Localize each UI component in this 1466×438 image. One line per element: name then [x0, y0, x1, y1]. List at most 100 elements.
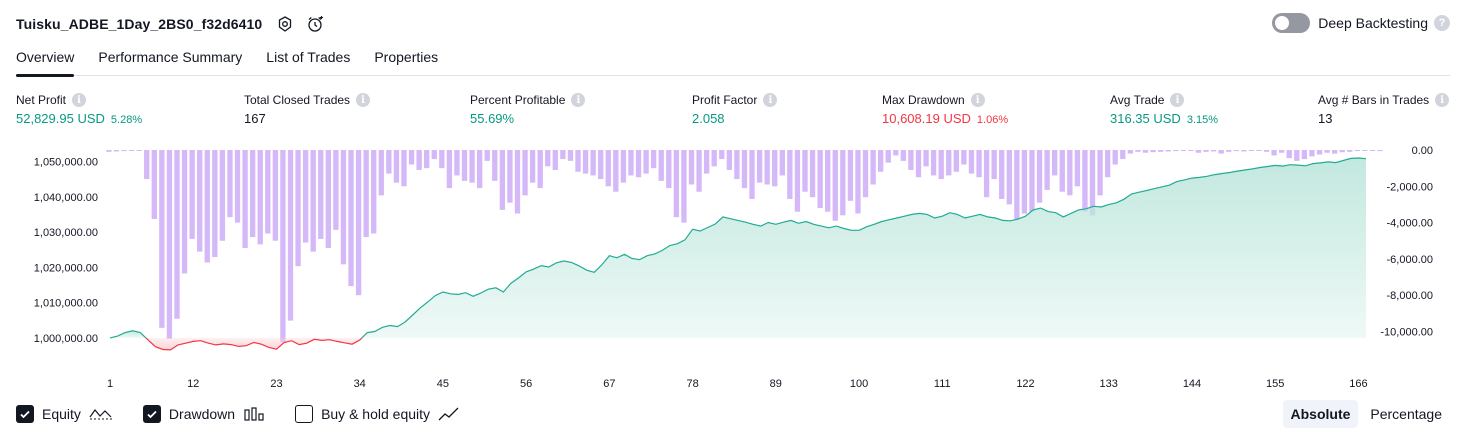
left-axis-tick-label: 1,040,000.00: [34, 192, 98, 204]
right-axis-tick-label: -6,000.00: [1387, 254, 1433, 266]
drawdown-bar: [128, 150, 135, 151]
drawdown-bar: [408, 150, 415, 165]
legend-drawdown[interactable]: Drawdown: [142, 405, 265, 423]
drawdown-bar: [136, 150, 142, 151]
drawdown-bar: [1248, 150, 1255, 151]
x-axis-tick-label: 67: [603, 378, 615, 390]
drawdown-bar: [1271, 150, 1277, 156]
drawdown-bar: [938, 150, 944, 180]
drawdown-bar: [953, 150, 959, 172]
x-axis-tick-label: 144: [1183, 378, 1201, 390]
drawdown-bar: [802, 150, 808, 192]
drawdown-bar: [1104, 150, 1111, 178]
toggle-knob: [1275, 16, 1290, 30]
drawdown-bar: [764, 150, 770, 185]
drawdown-bar: [1014, 150, 1020, 219]
tab-list-of-trades[interactable]: List of Trades: [266, 49, 351, 65]
info-icon[interactable]: i: [970, 93, 985, 107]
drawdown-bar: [658, 150, 664, 181]
legend-equity[interactable]: Equity: [16, 405, 113, 423]
drawdown-bar: [1294, 150, 1300, 161]
drawdown-bar: [250, 150, 256, 238]
left-axis-tick-label: 1,000,000.00: [34, 333, 98, 345]
drawdown-bar: [643, 150, 649, 174]
drawdown-bar: [711, 150, 717, 167]
right-axis-tick-label: 0.00: [1412, 145, 1433, 157]
drawdown-bar: [946, 150, 952, 176]
metric-profit-factor: Profit Factor i 2.058: [692, 93, 778, 126]
info-icon[interactable]: i: [763, 93, 778, 107]
equity-area: [361, 158, 1366, 338]
drawdown-bar: [1279, 150, 1285, 153]
info-icon[interactable]: i: [356, 93, 371, 107]
drawdown-bar: [295, 150, 301, 267]
drawdown-bar: [1165, 150, 1171, 152]
drawdown-bar: [310, 150, 316, 252]
buy-hold-checkbox[interactable]: [295, 405, 314, 423]
drawdown-bar: [703, 150, 710, 174]
metric-avg-bars: Avg # Bars in Trades i 13: [1318, 93, 1450, 126]
drawdown-bar: [378, 150, 384, 196]
drawdown-bar: [325, 150, 331, 248]
drawdown-checkbox[interactable]: [142, 405, 161, 423]
drawdown-bar: [605, 150, 611, 187]
right-axis-tick-label: -4,000.00: [1387, 218, 1433, 230]
drawdown-bar: [1074, 150, 1081, 187]
x-axis-tick-label: 1: [107, 378, 113, 390]
drawdown-bar: [613, 150, 619, 192]
tab-performance-summary[interactable]: Performance Summary: [98, 49, 243, 65]
legend-buy-hold[interactable]: Buy & hold equity: [295, 405, 462, 423]
drawdown-bar: [1188, 150, 1194, 151]
drawdown-bar: [234, 150, 241, 223]
drawdown-bar: [1354, 150, 1360, 152]
equity-drawdown-chart[interactable]: 1,050,000.00 1,040,000.00 1,030,000.00 1,02…: [0, 138, 1466, 398]
drawdown-bar: [265, 150, 271, 234]
drawdown-bar: [840, 150, 846, 216]
drawdown-bar: [1180, 150, 1186, 151]
drawdown-bar: [159, 150, 165, 328]
drawdown-bar: [287, 150, 294, 321]
settings-gear-icon[interactable]: [274, 13, 296, 35]
drawdown-bar: [878, 150, 884, 172]
drawdown-bar: [779, 150, 785, 176]
drawdown-bar: [1006, 150, 1012, 205]
drawdown-bar: [1135, 150, 1141, 152]
help-icon[interactable]: ?: [1434, 15, 1450, 31]
deep-backtesting-toggle[interactable]: [1272, 13, 1311, 33]
info-icon[interactable]: i: [1170, 93, 1185, 107]
drawdown-bar: [651, 150, 657, 169]
drawdown-bar: [1203, 150, 1209, 152]
drawdown-bar: [386, 150, 392, 174]
drawdown-bar: [1339, 150, 1345, 153]
right-axis-tick-label: -8,000.00: [1387, 290, 1433, 302]
drawdown-bar: [144, 150, 150, 180]
metric-label: Percent Profitable: [470, 93, 566, 107]
scale-mode-switch: Absolute Percentage: [1279, 400, 1451, 428]
drawdown-bar: [1301, 150, 1308, 160]
drawdown-bar: [181, 150, 188, 274]
tab-properties[interactable]: Properties: [374, 49, 439, 65]
tab-overview[interactable]: Overview: [16, 46, 75, 77]
percentage-button[interactable]: Percentage: [1370, 406, 1442, 422]
buy-hold-line-icon: [438, 406, 462, 422]
drawdown-bar: [522, 150, 528, 196]
drawdown-bar: [552, 150, 558, 170]
equity-checkbox[interactable]: [16, 405, 34, 423]
metric-net-profit: Net Profit i 52,829.95 USD 5.28%: [16, 93, 142, 126]
metric-total-closed-trades: Total Closed Trades i 167: [244, 93, 371, 126]
drawdown-bar: [719, 150, 725, 160]
drawdown-bar: [318, 150, 324, 239]
alarm-clock-icon[interactable]: [304, 13, 326, 35]
drawdown-bar: [991, 150, 997, 180]
info-icon[interactable]: i: [1435, 93, 1450, 107]
info-icon[interactable]: i: [571, 93, 586, 107]
info-icon[interactable]: i: [72, 93, 87, 107]
drawdown-bar: [469, 150, 475, 183]
drawdown-bar: [666, 150, 672, 189]
drawdown-bar: [1157, 150, 1164, 152]
equity-negative-line: [145, 337, 363, 351]
absolute-button[interactable]: Absolute: [1282, 400, 1359, 428]
drawdown-bar: [590, 150, 596, 176]
equity-area: [110, 330, 146, 338]
metric-value: 13: [1318, 111, 1333, 126]
